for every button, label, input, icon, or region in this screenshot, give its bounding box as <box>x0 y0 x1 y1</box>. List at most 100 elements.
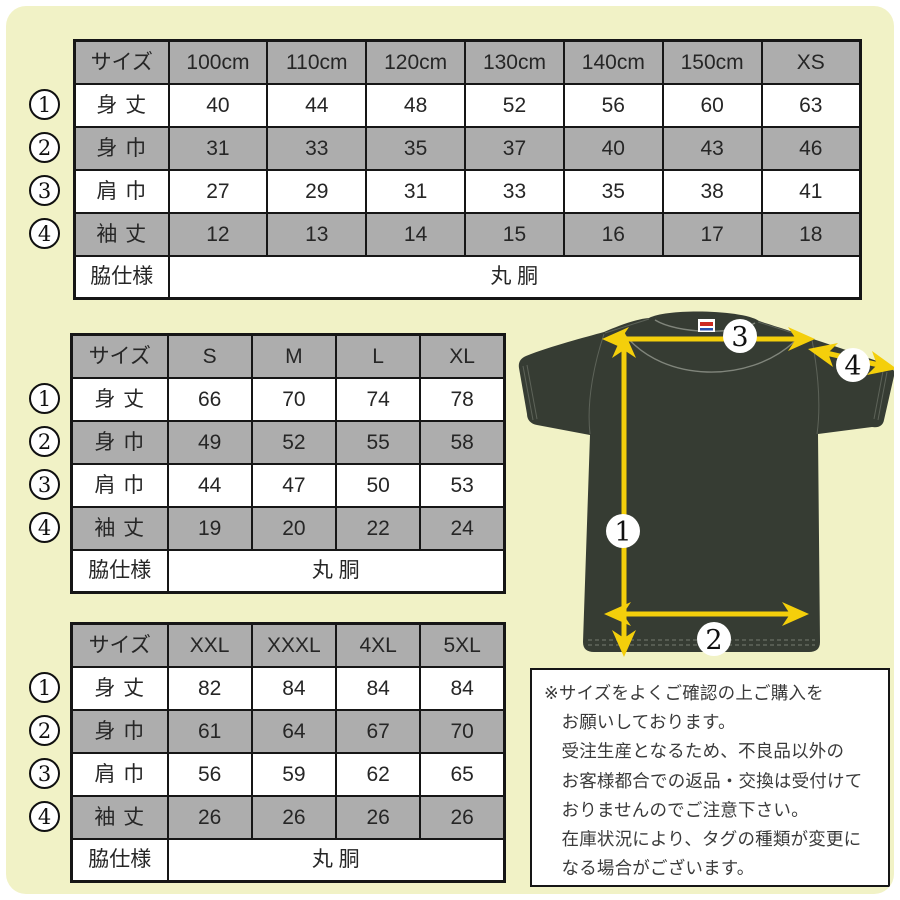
table-row: 肩 巾 27 29 31 33 35 38 41 <box>73 168 862 214</box>
size-cell: 49 <box>166 419 253 465</box>
size-column-header: L <box>334 333 422 379</box>
table-row: 肩 巾 44 47 50 53 <box>70 462 506 508</box>
size-column-header: 110cm <box>266 39 368 85</box>
size-header-cell: サイズ <box>73 39 170 85</box>
size-cell: 52 <box>464 82 565 128</box>
row-marker-3-adult: 3 <box>29 469 60 500</box>
size-column-header: M <box>250 333 338 379</box>
size-cell: 15 <box>464 211 565 257</box>
size-cell: 66 <box>166 376 253 422</box>
size-cell: 63 <box>760 82 862 128</box>
row-marker-2-plus: 2 <box>29 715 60 746</box>
size-column-header: 120cm <box>365 39 467 85</box>
chart-canvas: サイズ 100cm 110cm 120cm 130cm 140cm 150cm … <box>6 6 894 894</box>
adult-size-table: サイズ S M L XL 身 丈 66 70 74 78 身 巾 49 52 5… <box>70 333 506 594</box>
size-cell: 19 <box>166 505 253 551</box>
tshirt-diagram: 1 2 3 4 <box>518 311 894 657</box>
size-column-header: S <box>166 333 253 379</box>
row-label: 身 丈 <box>70 665 169 711</box>
size-cell: 59 <box>250 751 338 797</box>
size-cell: 84 <box>250 665 338 711</box>
notice-line: お客様都合での返品・交換は受付けて <box>561 770 863 791</box>
size-column-header: 5XL <box>419 622 506 668</box>
size-cell: 44 <box>166 462 253 508</box>
table-row: 袖 丈 12 13 14 15 16 17 18 <box>73 211 862 257</box>
size-cell: 37 <box>464 125 565 171</box>
table-footer-row: 脇仕様 丸 胴 <box>70 548 506 594</box>
table-row: 身 巾 49 52 55 58 <box>70 419 506 465</box>
row-label: 身 巾 <box>70 708 169 754</box>
row-marker-1-adult: 1 <box>29 383 60 414</box>
notice-line: 在庫状況により、タグの種類が変更に <box>561 829 862 850</box>
side-spec-label: 脇仕様 <box>73 254 170 300</box>
notice-line: なる場合がございます。 <box>561 858 755 879</box>
row-label: 肩 巾 <box>73 168 170 214</box>
size-cell: 14 <box>365 211 467 257</box>
row-label: 身 巾 <box>73 125 170 171</box>
table-footer-row: 脇仕様 丸 胴 <box>73 254 862 300</box>
size-cell: 16 <box>562 211 664 257</box>
row-label: 肩 巾 <box>70 462 169 508</box>
svg-text:2: 2 <box>705 625 722 656</box>
table-header-row: サイズ 100cm 110cm 120cm 130cm 140cm 150cm … <box>73 39 862 85</box>
diagram-marker-2: 2 <box>697 622 731 656</box>
size-cell: 74 <box>334 376 422 422</box>
size-cell: 12 <box>167 211 269 257</box>
table-row: 身 丈 40 44 48 52 56 60 63 <box>73 82 862 128</box>
row-marker-1-kids: 1 <box>29 89 60 120</box>
size-cell: 62 <box>334 751 422 797</box>
size-column-header: XS <box>760 39 862 85</box>
notice-line: お願いしております。 <box>561 712 736 733</box>
size-cell: 17 <box>661 211 763 257</box>
yoke-stitch <box>625 335 795 373</box>
size-cell: 52 <box>250 419 338 465</box>
notice-line: 受注生産となるため、不良品以外の <box>561 741 845 762</box>
table-row: 身 丈 66 70 74 78 <box>70 376 506 422</box>
size-cell: 67 <box>334 708 422 754</box>
right-sleeve-hem <box>873 370 888 421</box>
size-cell: 44 <box>266 82 368 128</box>
size-cell: 22 <box>334 505 422 551</box>
size-cell: 60 <box>661 82 763 128</box>
table-row: 身 巾 61 64 67 70 <box>70 708 506 754</box>
size-cell: 84 <box>419 665 506 711</box>
body-width-arrow <box>604 602 809 626</box>
size-cell: 53 <box>419 462 506 508</box>
side-spec-value: 丸 胴 <box>166 837 506 883</box>
size-cell: 70 <box>419 708 506 754</box>
row-marker-1-plus: 1 <box>29 672 60 703</box>
table-row: 身 丈 82 84 84 84 <box>70 665 506 711</box>
size-column-header: 100cm <box>167 39 269 85</box>
size-cell: 64 <box>250 708 338 754</box>
size-cell: 31 <box>167 125 269 171</box>
table-row: 袖 丈 26 26 26 26 <box>70 794 506 840</box>
size-cell: 41 <box>760 168 862 214</box>
svg-text:1: 1 <box>614 517 631 548</box>
size-cell: 47 <box>250 462 338 508</box>
size-cell: 84 <box>334 665 422 711</box>
notice-line: おりませんのでご注意下さい。 <box>561 799 809 820</box>
kids-size-table: サイズ 100cm 110cm 120cm 130cm 140cm 150cm … <box>73 39 862 300</box>
side-spec-label: 脇仕様 <box>70 837 169 883</box>
size-cell: 58 <box>419 419 506 465</box>
svg-text:4: 4 <box>844 351 861 382</box>
purchase-notice-box: ※サイズをよくご確認の上ご購入を お願いしております。 受注生産となるため、不良… <box>530 668 890 887</box>
size-cell: 46 <box>760 125 862 171</box>
diagram-marker-4: 4 <box>836 348 870 382</box>
size-cell: 43 <box>661 125 763 171</box>
size-cell: 26 <box>250 794 338 840</box>
size-cell: 35 <box>562 168 664 214</box>
size-cell: 26 <box>166 794 253 840</box>
row-marker-4-plus: 4 <box>29 801 60 832</box>
diagram-marker-3: 3 <box>723 319 757 353</box>
size-cell: 13 <box>266 211 368 257</box>
row-marker-2-kids: 2 <box>29 132 60 163</box>
size-column-header: 130cm <box>464 39 565 85</box>
table-row: 袖 丈 19 20 22 24 <box>70 505 506 551</box>
row-label: 身 丈 <box>73 82 170 128</box>
diagram-marker-1: 1 <box>606 514 640 548</box>
tshirt-silhouette <box>518 311 894 652</box>
row-marker-3-plus: 3 <box>29 758 60 789</box>
size-header-cell: サイズ <box>70 333 169 379</box>
